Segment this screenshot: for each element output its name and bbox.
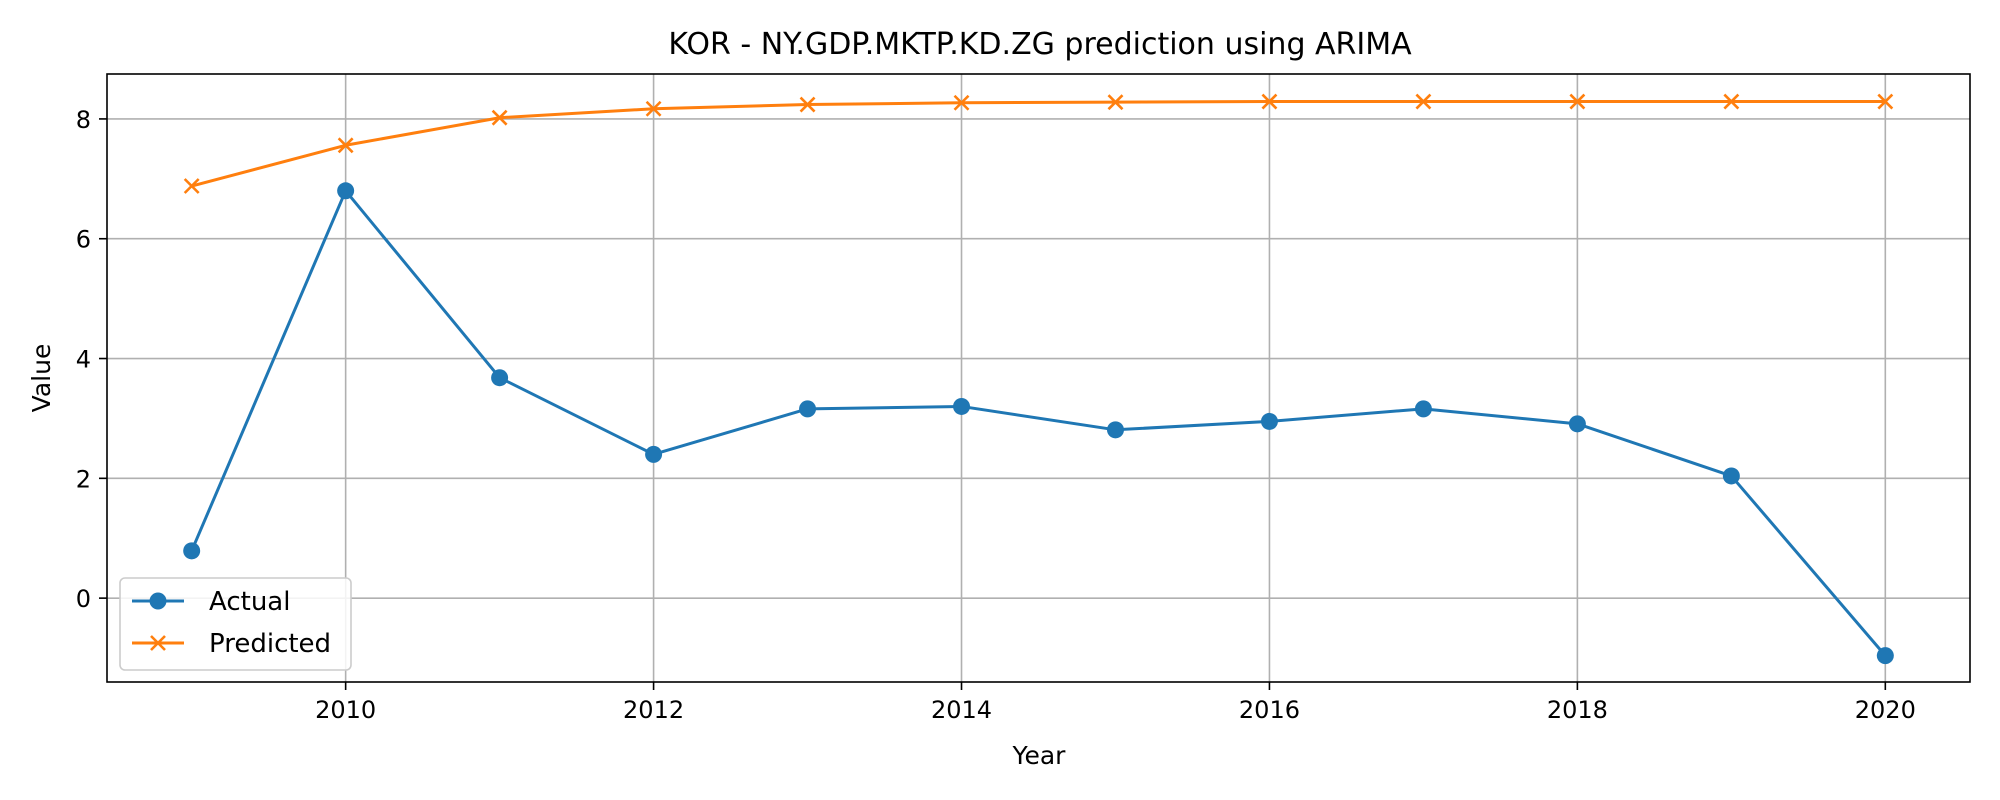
legend: Actual Predicted — [119, 577, 352, 671]
x-tick-label-2020: 2020 — [1855, 696, 1916, 724]
y-tick-label-6: 6 — [76, 226, 91, 254]
data-point-actual-2012 — [645, 445, 663, 463]
data-point-actual-2015 — [1106, 421, 1124, 439]
series-layer — [183, 93, 1894, 665]
data-point-actual-2013 — [799, 400, 817, 418]
legend-label-predicted: Predicted — [209, 629, 331, 659]
data-point-actual-2014 — [953, 397, 971, 415]
data-point-predicted-2014 — [953, 94, 970, 111]
data-point-predicted-2015 — [1107, 94, 1124, 111]
legend-label-actual: Actual — [209, 587, 290, 617]
data-point-actual-2019 — [1722, 467, 1740, 485]
data-point-predicted-2011 — [491, 109, 508, 126]
legend-marker-actual — [149, 592, 167, 610]
data-point-predicted-2010 — [337, 137, 354, 154]
data-point-predicted-2020 — [1877, 93, 1894, 110]
y-tick-label-0: 0 — [76, 585, 91, 613]
data-point-actual-2016 — [1260, 412, 1278, 430]
data-point-predicted-2018 — [1569, 93, 1586, 110]
data-point-actual-2018 — [1568, 415, 1586, 433]
y-tick-label-4: 4 — [76, 346, 91, 374]
series-actual — [183, 182, 1894, 665]
data-point-predicted-2012 — [645, 100, 662, 117]
data-point-predicted-2019 — [1723, 93, 1740, 110]
data-point-predicted-2017 — [1415, 93, 1432, 110]
data-point-actual-2009 — [183, 542, 201, 560]
x-tick-label-2010: 2010 — [315, 696, 376, 724]
series-line-predicted — [191, 100, 1886, 188]
grid-lines — [107, 74, 1970, 682]
legend-marker-predicted — [150, 635, 166, 651]
x-tick-label-2016: 2016 — [1239, 696, 1300, 724]
data-point-actual-2017 — [1414, 400, 1432, 418]
plot-frame — [106, 73, 1971, 683]
series-predicted — [183, 93, 1894, 194]
series-line-actual — [190, 189, 1887, 657]
y-tick-label-2: 2 — [76, 465, 91, 493]
x-tick-label-2012: 2012 — [623, 696, 684, 724]
data-point-actual-2010 — [337, 182, 355, 200]
data-point-predicted-2016 — [1261, 93, 1278, 110]
x-tick-label-2018: 2018 — [1547, 696, 1608, 724]
x-axis-label: Year — [1012, 741, 1067, 770]
data-point-predicted-2009 — [183, 178, 200, 194]
x-tick-label-2014: 2014 — [931, 696, 992, 724]
y-tick-label-8: 8 — [76, 106, 91, 134]
chart-title: KOR - NY.GDP.MKTP.KD.ZG prediction using… — [668, 27, 1412, 62]
data-point-predicted-2013 — [799, 96, 816, 113]
data-point-actual-2011 — [491, 369, 509, 387]
axis-ticks: 2010 2012 2014 2016 2018 2020 0 2 4 6 8 — [76, 106, 1916, 724]
y-axis-label: Value — [27, 344, 56, 413]
data-point-actual-2020 — [1876, 647, 1894, 665]
